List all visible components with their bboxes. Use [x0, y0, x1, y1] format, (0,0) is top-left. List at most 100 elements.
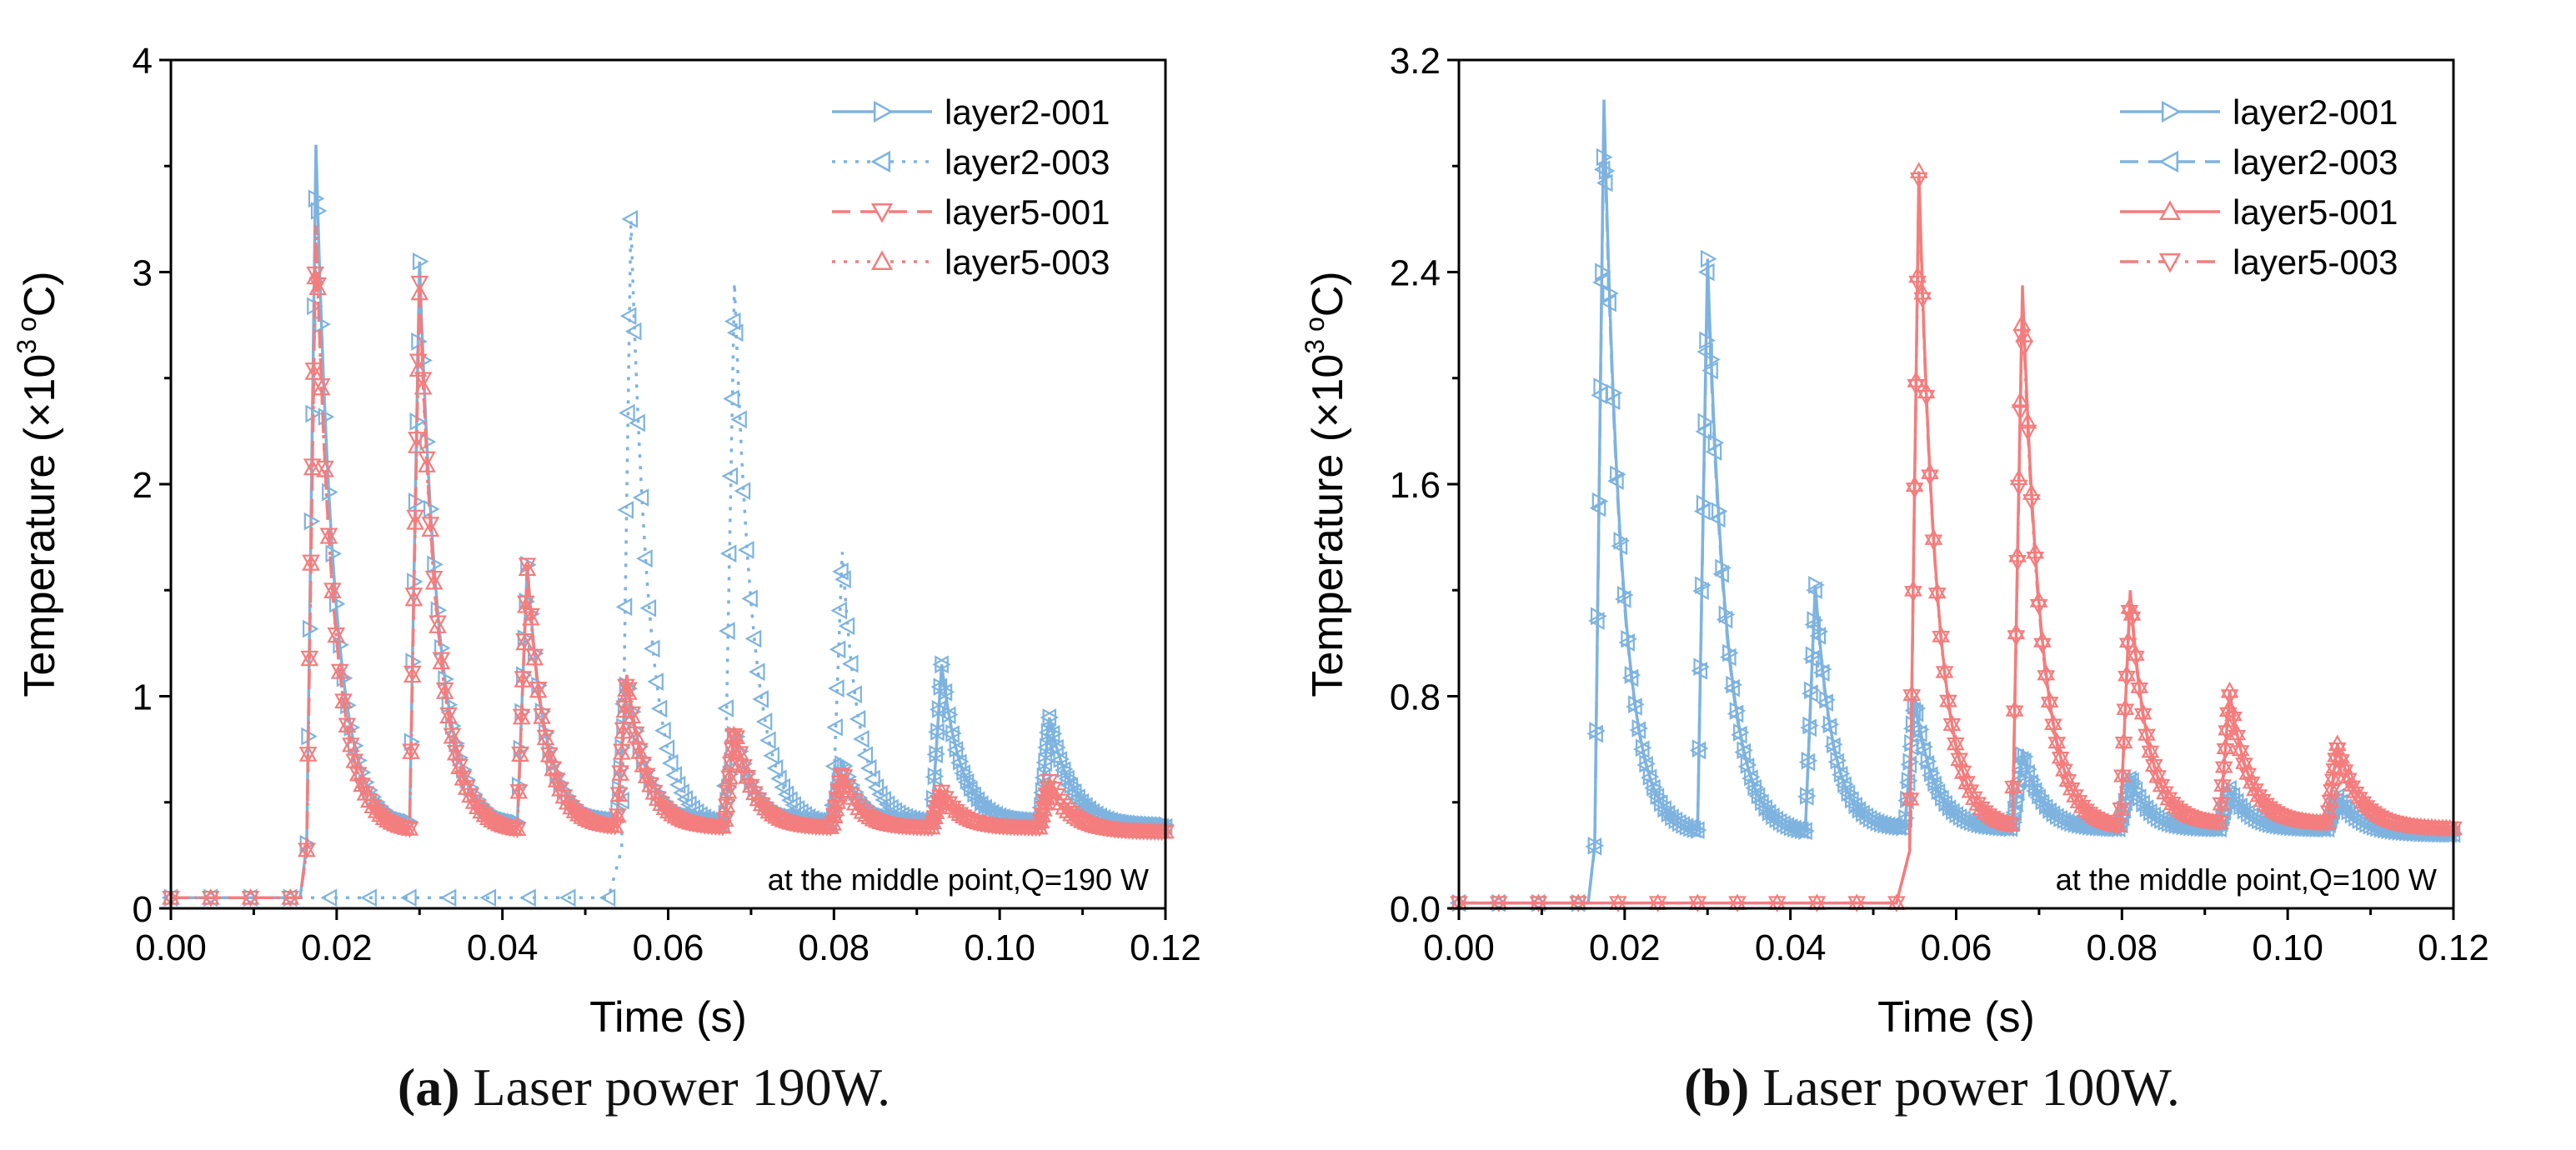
- data-point: [348, 764, 368, 782]
- data-point: [621, 210, 639, 228]
- data-point: [759, 731, 776, 750]
- legend-item: layer2-001: [2120, 92, 2398, 132]
- data-point: [2044, 713, 2062, 730]
- data-point: [2118, 638, 2137, 655]
- data-point: [777, 785, 794, 804]
- data-point: [2278, 810, 2297, 828]
- data-point: [1904, 701, 1922, 720]
- data-point: [1705, 442, 1722, 461]
- data-point: [2055, 763, 2073, 781]
- data-point: [1812, 663, 1830, 682]
- data-point: [424, 572, 444, 590]
- data-point: [1591, 386, 1608, 405]
- data-point: [1644, 778, 1661, 798]
- data-point: [661, 753, 679, 772]
- data-point: [719, 622, 735, 640]
- data-point: [2025, 782, 2042, 801]
- data-point: [946, 740, 964, 759]
- y-tick-label: 0.0: [1390, 889, 1441, 930]
- panel-b: 0.00 0.02 0.04 0.06 0.08 0.10 0.12 0.0 0.8 1.6 2.4…: [1288, 0, 2576, 1150]
- data-point: [1595, 262, 1611, 282]
- data-point: [2018, 763, 2035, 782]
- legend-marker: [2158, 252, 2182, 273]
- data-point: [1609, 896, 1627, 912]
- data-point: [536, 728, 555, 746]
- series-layer5-003: [162, 229, 1175, 905]
- data-point: [327, 626, 346, 643]
- y-tick-label: 2.4: [1390, 253, 1441, 294]
- data-point: [1684, 820, 1701, 838]
- data-point: [330, 662, 349, 679]
- data-point: [2040, 697, 2059, 713]
- data-point: [475, 805, 494, 822]
- data-point: [1693, 502, 1711, 521]
- data-point: [1728, 896, 1747, 912]
- data-point: [511, 745, 529, 762]
- data-point: [634, 756, 653, 772]
- data-point: [1990, 814, 2009, 832]
- legend-label: layer2-003: [945, 142, 1110, 182]
- data-point: [486, 812, 505, 830]
- data-point: [483, 811, 502, 828]
- data-point: [639, 598, 657, 618]
- data-point: [1723, 678, 1740, 698]
- data-point: [472, 802, 490, 819]
- data-point: [1058, 802, 1077, 818]
- data-point: [408, 353, 428, 371]
- data-point: [1804, 615, 1822, 634]
- data-point: [721, 753, 740, 771]
- data-point: [382, 813, 401, 830]
- data-point: [328, 594, 346, 613]
- x-tick-label: 0.00: [1423, 928, 1495, 968]
- y-tick-label: 4: [133, 41, 153, 82]
- data-point: [2181, 809, 2200, 827]
- data-point: [1950, 752, 1969, 770]
- data-point: [1602, 284, 1619, 302]
- data-point: [724, 725, 744, 742]
- data-point: [723, 389, 739, 408]
- data-point: [1586, 724, 1603, 743]
- legend-marker: [2161, 100, 2182, 123]
- data-point: [1838, 784, 1856, 803]
- data-point: [630, 742, 649, 759]
- y-tick-label: 3: [133, 253, 153, 294]
- data-point: [1792, 821, 1809, 840]
- data-point: [1065, 808, 1085, 824]
- plot-area: [1449, 99, 2463, 912]
- data-point: [738, 768, 757, 784]
- data-point: [950, 804, 970, 822]
- data-point: [302, 554, 320, 571]
- data-point: [2137, 728, 2156, 746]
- data-point: [516, 597, 535, 613]
- data-point: [826, 718, 843, 737]
- data-point: [423, 499, 440, 518]
- data-point: [303, 458, 322, 476]
- data-point: [2235, 758, 2253, 774]
- data-point: [615, 701, 634, 718]
- data-point: [516, 595, 535, 612]
- data-point: [1846, 796, 1862, 815]
- data-point: [1636, 756, 1653, 774]
- caption-a: (a) Laser power 190W.: [0, 1057, 1288, 1118]
- data-point: [434, 638, 451, 658]
- data-point: [605, 817, 624, 833]
- data-point: [363, 797, 383, 814]
- data-point: [679, 795, 697, 814]
- data-point: [650, 699, 668, 718]
- data-point: [424, 570, 444, 588]
- data-point: [1689, 741, 1706, 760]
- data-point: [1917, 389, 1936, 407]
- data-point: [2112, 802, 2131, 819]
- data-point: [518, 558, 537, 574]
- data-point: [1809, 627, 1827, 645]
- data-point: [1763, 807, 1780, 826]
- data-point: [1038, 723, 1055, 742]
- data-point: [1742, 769, 1758, 788]
- data-point: [774, 811, 793, 828]
- data-point: [2033, 638, 2052, 655]
- data-point: [720, 768, 739, 785]
- caption-b-text: Laser power 100W.: [1762, 1058, 2180, 1117]
- data-point: [2004, 780, 2022, 798]
- data-point: [943, 725, 960, 743]
- legend-item: layer5-001: [832, 192, 1110, 232]
